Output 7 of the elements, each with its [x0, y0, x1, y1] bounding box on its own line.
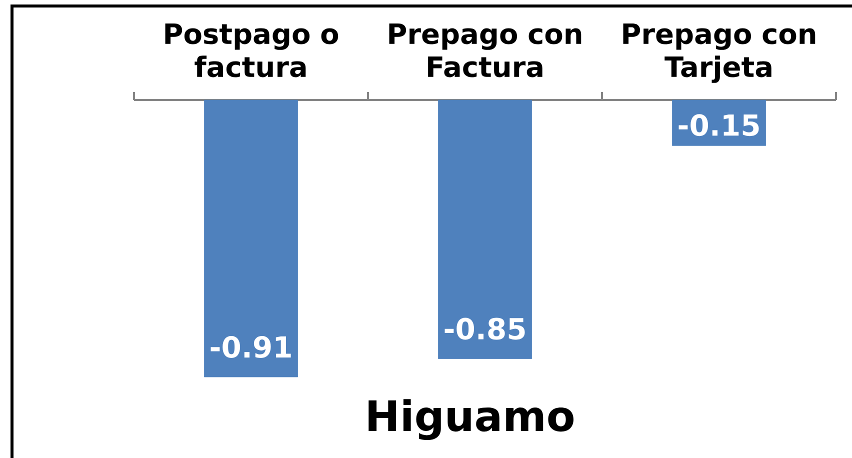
data-label: -0.15 [678, 114, 759, 136]
x-tick-label: Prepago con Factura [389, 23, 582, 78]
x-tick-label: Prepago con Tarjeta [623, 23, 816, 83]
data-label: -0.91 [210, 336, 291, 358]
text: Higuamo [368, 399, 574, 440]
x-tick-label: Postpago o factura [165, 23, 338, 78]
data-label: -0.85 [444, 318, 525, 340]
